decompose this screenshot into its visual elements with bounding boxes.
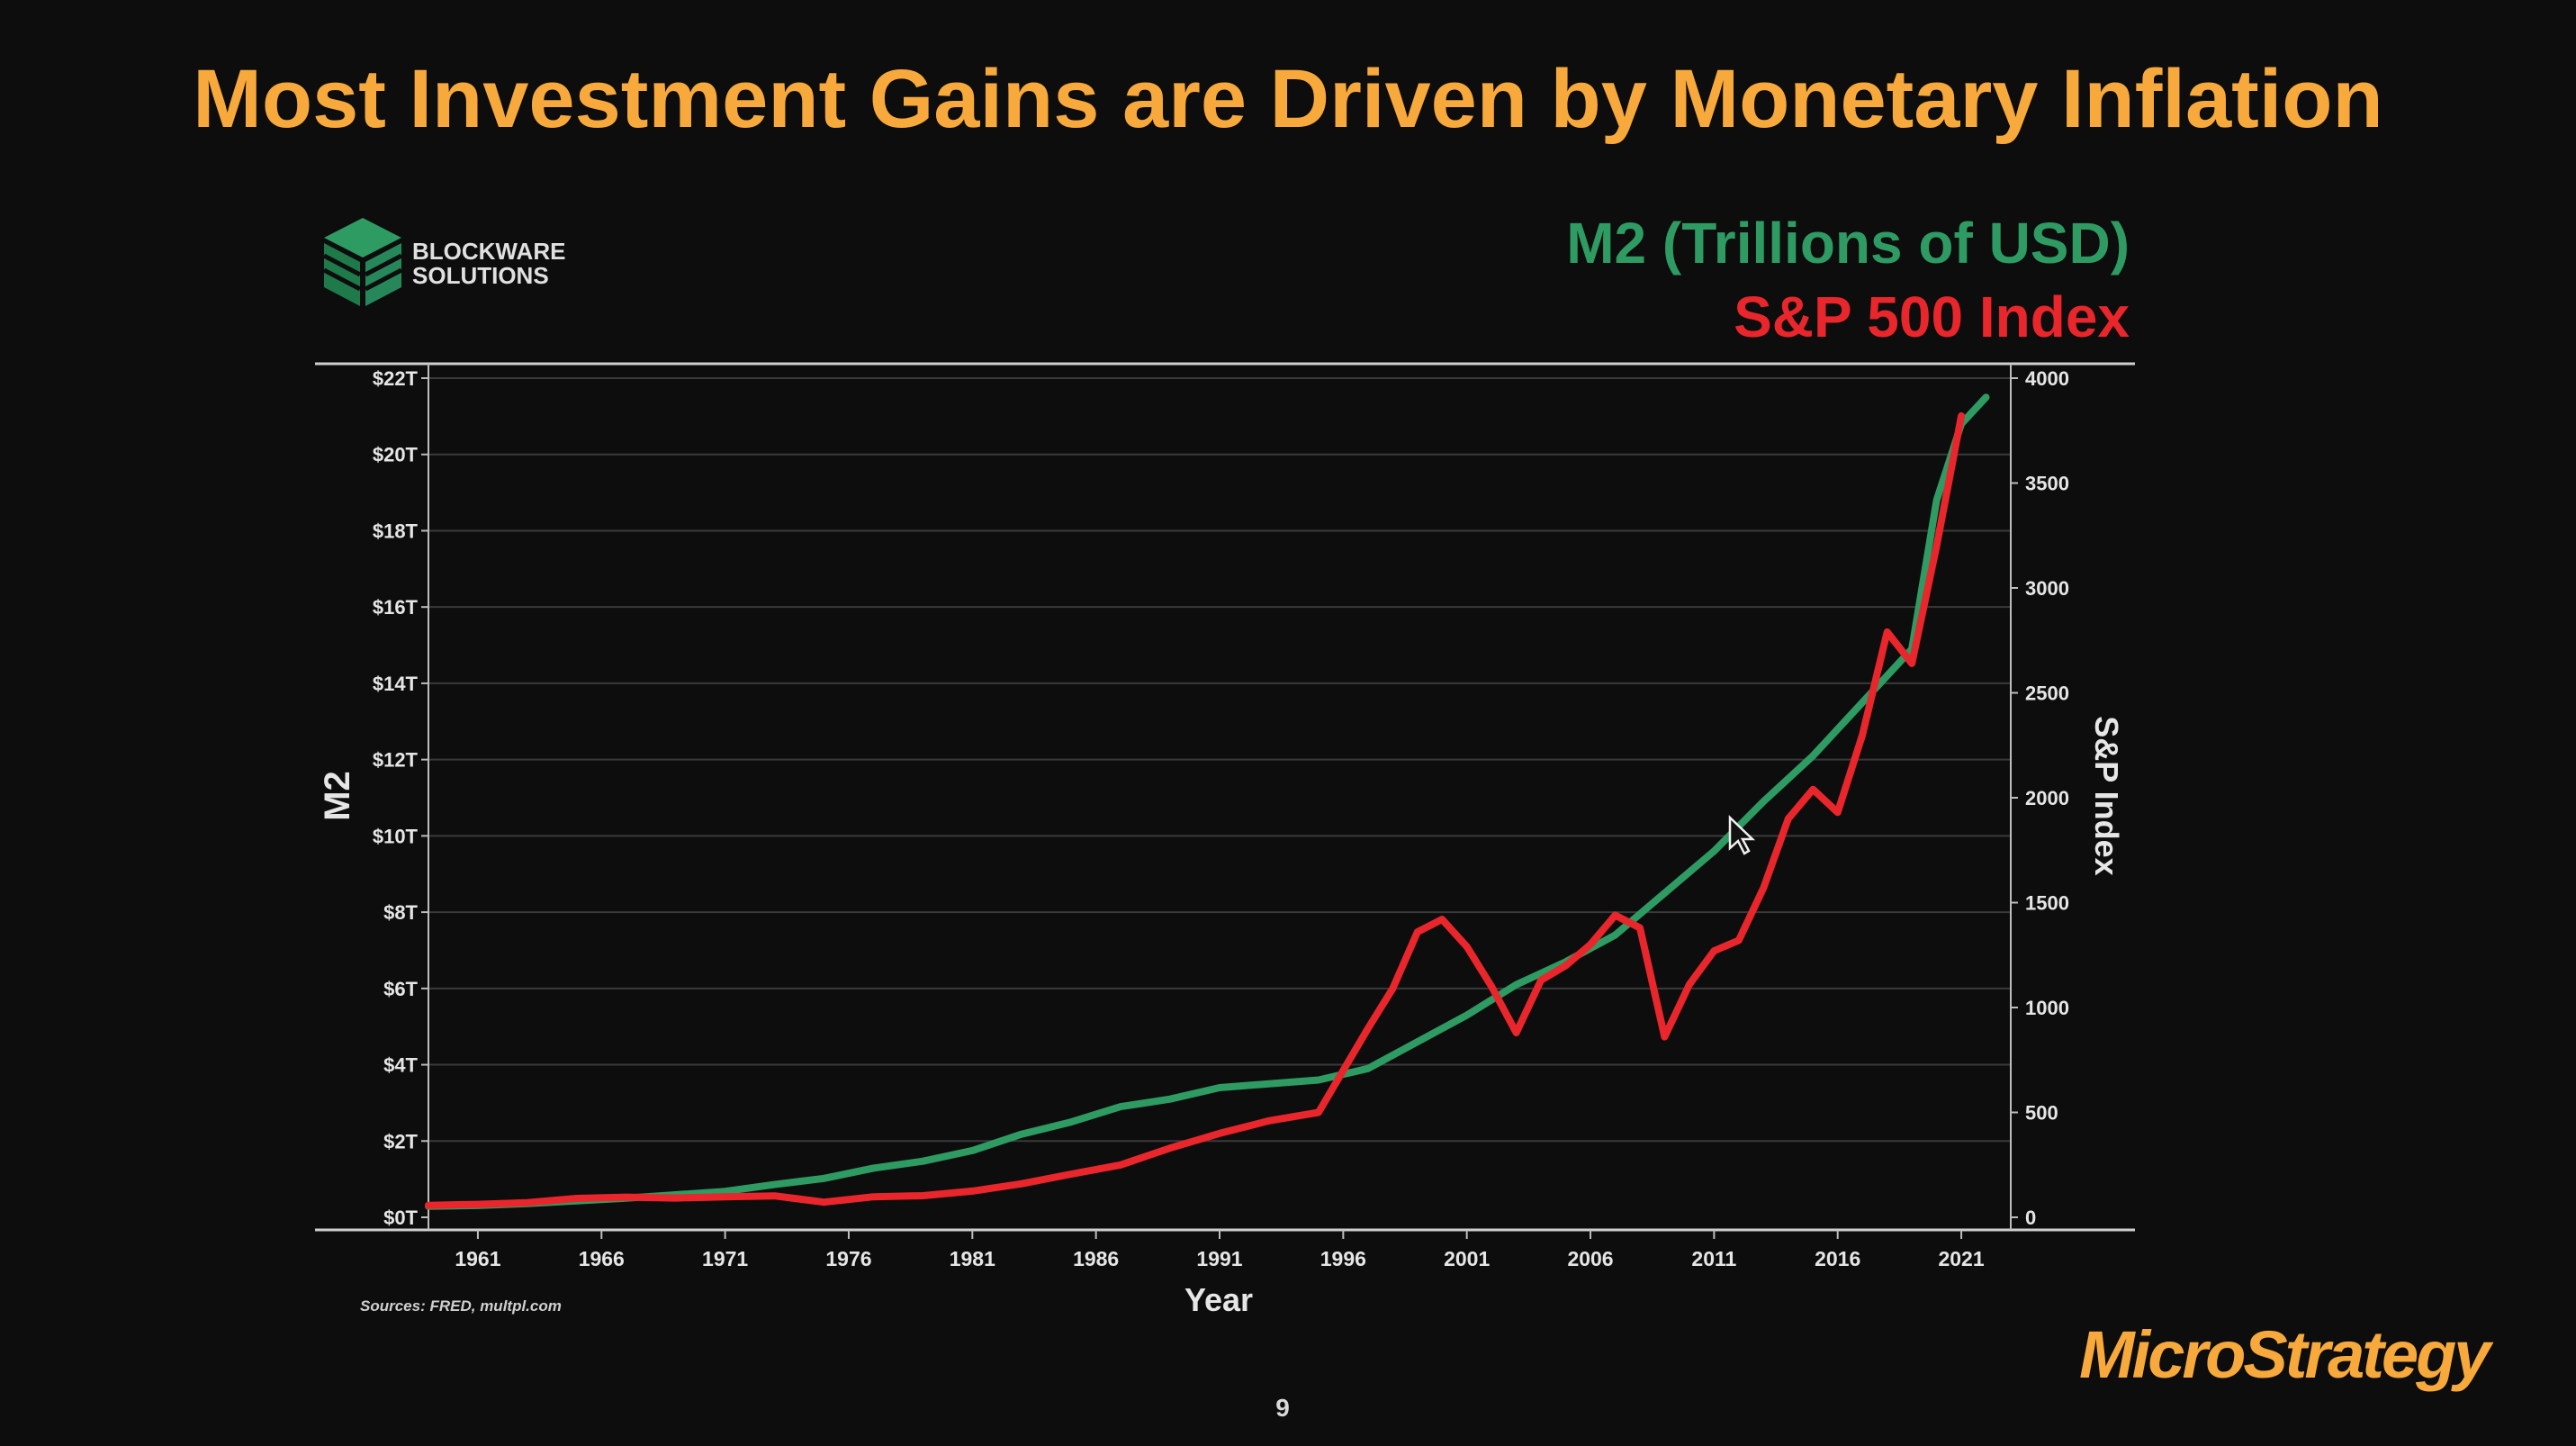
source-note: Sources: FRED, multpl.com bbox=[360, 1297, 562, 1315]
y-left-tick-label: $8T bbox=[383, 901, 418, 924]
y-left-tick-label: $18T bbox=[373, 520, 419, 542]
y-right-tick-label: 3500 bbox=[2025, 473, 2069, 495]
y-right-tick-label: 1500 bbox=[2025, 892, 2069, 915]
y-right-tick-label: 3000 bbox=[2025, 577, 2069, 600]
x-tick-label: 2011 bbox=[1691, 1247, 1736, 1270]
grid-lines bbox=[428, 377, 2011, 1143]
x-tick-label: 1986 bbox=[1073, 1247, 1119, 1270]
y-left-tick-label: $2T bbox=[383, 1130, 418, 1152]
y-axis-right-label: S&P Index bbox=[2088, 716, 2125, 875]
x-tick-label: 1996 bbox=[1320, 1247, 1366, 1270]
y-left-tick-label: $12T bbox=[373, 749, 419, 772]
y-left-tick-label: $6T bbox=[383, 978, 418, 1000]
y-right-tick-label: 1000 bbox=[2025, 997, 2069, 1019]
y-right-tick-label: 2500 bbox=[2025, 682, 2069, 705]
x-axis-label: Year bbox=[1184, 1281, 1253, 1318]
y-right-tick-label: 2000 bbox=[2025, 787, 2069, 809]
x-tick-label: 2006 bbox=[1567, 1247, 1613, 1270]
x-tick-label: 1966 bbox=[579, 1247, 625, 1270]
legend-m2: M2 (Trillions of USD) bbox=[1566, 211, 2130, 276]
y-left-tick-label: $10T bbox=[373, 825, 419, 847]
series-line-m2 bbox=[425, 393, 1990, 1210]
microstrategy-logo: MicroStrategy bbox=[2079, 1317, 2490, 1392]
slide-title: Most Investment Gains are Driven by Mone… bbox=[193, 53, 2383, 145]
y-left-tick-label: $22T bbox=[373, 367, 419, 390]
x-tick-label: 1961 bbox=[455, 1247, 500, 1270]
series-line-sp500 bbox=[425, 411, 1966, 1209]
y-right-tick-label: 500 bbox=[2025, 1102, 2058, 1125]
x-tick-label: 1971 bbox=[702, 1247, 748, 1270]
page-number: 9 bbox=[1275, 1394, 1290, 1422]
x-tick-label: 1981 bbox=[950, 1247, 995, 1270]
x-tick-label: 2021 bbox=[1938, 1247, 1984, 1270]
y-axis-left-label: M2 bbox=[318, 771, 357, 821]
blockware-logo-line1: BLOCKWARE bbox=[412, 238, 566, 265]
y-left-tick-label: $0T bbox=[383, 1207, 418, 1229]
axes bbox=[315, 362, 2135, 1239]
blockware-logo-text: BLOCKWARE SOLUTIONS bbox=[412, 239, 565, 288]
x-tick-label: 2001 bbox=[1444, 1247, 1490, 1270]
y-left-tick-label: $14T bbox=[373, 673, 419, 695]
y-right-tick-label: 4000 bbox=[2025, 367, 2069, 390]
blockware-logo-line2: SOLUTIONS bbox=[412, 262, 549, 289]
y-left-tick-label: $20T bbox=[373, 444, 419, 466]
tick-labels: $0T $2T $4T $6T $8T $10T $12T $14T $16T $18T $20T $… bbox=[373, 367, 2069, 1270]
y-right-tick-label: 0 bbox=[2025, 1207, 2036, 1229]
mouse-cursor-icon bbox=[1728, 815, 1756, 855]
y-left-tick-label: $16T bbox=[373, 596, 419, 619]
blockware-cube-icon bbox=[322, 218, 403, 306]
x-tick-label: 2016 bbox=[1815, 1247, 1860, 1270]
series-lines bbox=[425, 393, 1990, 1210]
x-tick-label: 1976 bbox=[825, 1247, 871, 1270]
legend-sp500: S&P 500 Index bbox=[1734, 285, 2130, 349]
y-left-tick-label: $4T bbox=[383, 1054, 418, 1077]
x-tick-label: 1991 bbox=[1196, 1247, 1242, 1270]
